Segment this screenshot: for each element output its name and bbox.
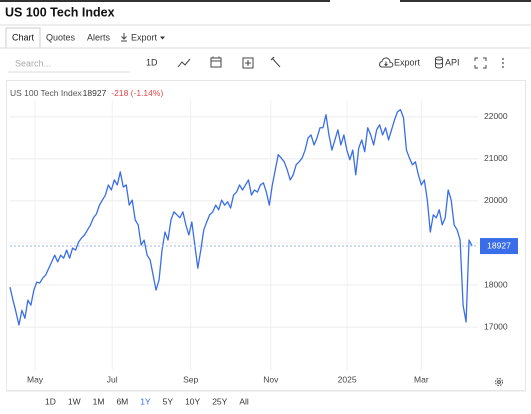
y-tick-label: 17000 xyxy=(484,321,508,331)
plot: 170001800019000200002100022000MayJulSepN… xyxy=(9,100,518,384)
x-tick-label: May xyxy=(27,374,44,384)
draw-tool-icon[interactable] xyxy=(270,56,281,68)
search-input[interactable]: Search... xyxy=(15,58,51,68)
fullscreen-icon[interactable] xyxy=(474,57,487,69)
download-icon xyxy=(121,33,127,42)
tab[interactable]: Quotes xyxy=(46,32,76,42)
last-value-label: 18927 xyxy=(487,240,511,250)
y-tick-label: 22000 xyxy=(484,111,508,121)
last-value-box xyxy=(480,238,518,255)
tab[interactable]: Chart xyxy=(12,32,35,42)
legend-value: 18927 xyxy=(83,88,107,98)
range-button[interactable]: 6M xyxy=(116,396,128,406)
top-edge xyxy=(0,0,330,2)
settings-icon[interactable] xyxy=(495,378,503,386)
range-button[interactable]: 25Y xyxy=(212,396,227,406)
range-button[interactable]: 1Y xyxy=(140,396,151,406)
x-tick-label: Sep xyxy=(183,374,198,384)
legend-name: US 100 Tech Index xyxy=(10,88,82,98)
cloud-icon[interactable] xyxy=(379,57,394,68)
caret xyxy=(160,36,165,40)
x-tick-label: Mar xyxy=(414,374,429,384)
export-button[interactable]: Export xyxy=(394,57,421,67)
range-button[interactable]: 5Y xyxy=(163,396,174,406)
y-tick-label: 18000 xyxy=(484,279,508,289)
more-icon[interactable] xyxy=(502,58,504,68)
range-button[interactable]: 1D xyxy=(45,396,56,406)
range-bar: 1D 1W 1M 6M 1Y 5Y 10Y 25Y All xyxy=(45,396,249,406)
x-tick-label: 2025 xyxy=(338,374,357,384)
range-button[interactable]: 10Y xyxy=(185,396,200,406)
range-button[interactable]: All xyxy=(239,396,249,406)
y-tick-label: 21000 xyxy=(484,153,508,163)
tab[interactable]: Export xyxy=(131,32,158,42)
chart-legend: US 100 Tech Index18927 -218 (-1.14%) xyxy=(10,88,163,98)
range-button[interactable]: 1M xyxy=(93,396,105,406)
range-button[interactable]: 1W xyxy=(68,396,81,406)
tab[interactable]: Alerts xyxy=(87,32,111,42)
legend-change: -218 (-1.14%) xyxy=(111,88,163,98)
database-icon[interactable] xyxy=(435,56,443,69)
price-line xyxy=(9,109,473,326)
add-indicator-icon[interactable] xyxy=(242,57,254,69)
x-tick-label: Nov xyxy=(263,374,279,384)
interval-button[interactable]: 1D xyxy=(146,57,158,67)
top-edge xyxy=(400,0,531,2)
line-type-icon[interactable] xyxy=(177,58,191,68)
page-title: US 100 Tech Index xyxy=(5,5,115,19)
calendar-icon[interactable] xyxy=(210,56,222,68)
x-tick-label: Jul xyxy=(107,374,118,384)
api-button[interactable]: API xyxy=(445,57,460,67)
y-tick-label: 20000 xyxy=(484,195,508,205)
